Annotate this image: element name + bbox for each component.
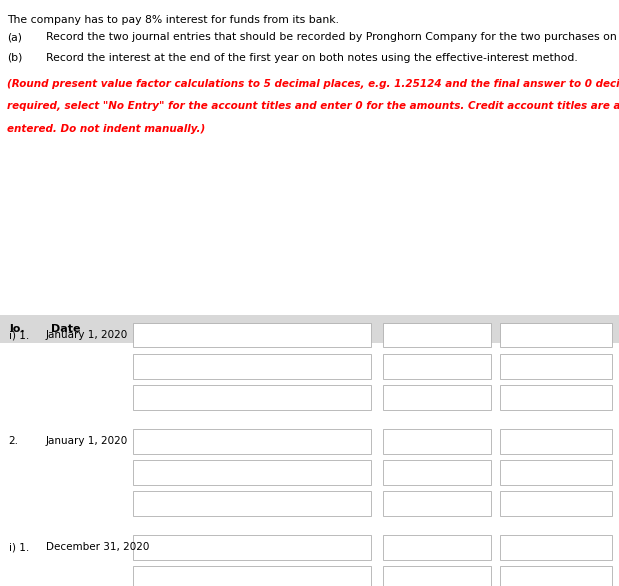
Bar [500,385,612,410]
Bar [383,385,491,410]
Bar [133,385,371,410]
Text: (Round present value factor calculations to 5 decimal places, e.g. 1.25124 and t: (Round present value factor calculations… [7,79,619,89]
Text: Date: Date [51,323,80,334]
Text: Account Titles and Explanation: Account Titles and Explanation [136,323,330,334]
Text: Cre: Cre [503,323,524,334]
Bar [383,354,491,379]
Text: Record the two journal entries that should be recorded by Pronghorn Company for : Record the two journal entries that shou… [46,32,619,42]
Text: i) 1.: i) 1. [9,330,29,340]
Bar [500,566,612,586]
Bar [133,429,371,454]
Bar [500,429,612,454]
Text: 2.: 2. [9,436,19,447]
Bar [500,354,612,379]
Bar [133,323,371,347]
Text: (a): (a) [7,32,22,42]
Bar [500,535,612,560]
Bar [383,323,491,347]
Text: The company has to pay 8% interest for funds from its bank.: The company has to pay 8% interest for f… [7,15,339,25]
Text: December 31, 2020: December 31, 2020 [46,542,149,553]
Bar [133,354,371,379]
Text: lo.: lo. [9,323,25,334]
Text: (b): (b) [7,53,23,63]
Bar [500,460,612,485]
Text: January 1, 2020: January 1, 2020 [46,436,128,447]
Text: required, select "No Entry" for the account titles and enter 0 for the amounts. : required, select "No Entry" for the acco… [7,101,619,111]
Bar [133,491,371,516]
Bar [133,460,371,485]
Bar [500,323,612,347]
Bar [133,535,371,560]
Text: January 1, 2020: January 1, 2020 [46,330,128,340]
Bar [383,491,491,516]
Text: entered. Do not indent manually.): entered. Do not indent manually.) [7,124,206,134]
Text: Record the interest at the end of the first year on both notes using the effecti: Record the interest at the end of the fi… [46,53,578,63]
Bar [0,315,619,343]
Bar [383,566,491,586]
Bar [383,460,491,485]
Bar [133,566,371,586]
Bar [383,429,491,454]
Bar [500,491,612,516]
Text: Debit: Debit [407,323,441,334]
Text: i) 1.: i) 1. [9,542,29,553]
Bar [383,535,491,560]
